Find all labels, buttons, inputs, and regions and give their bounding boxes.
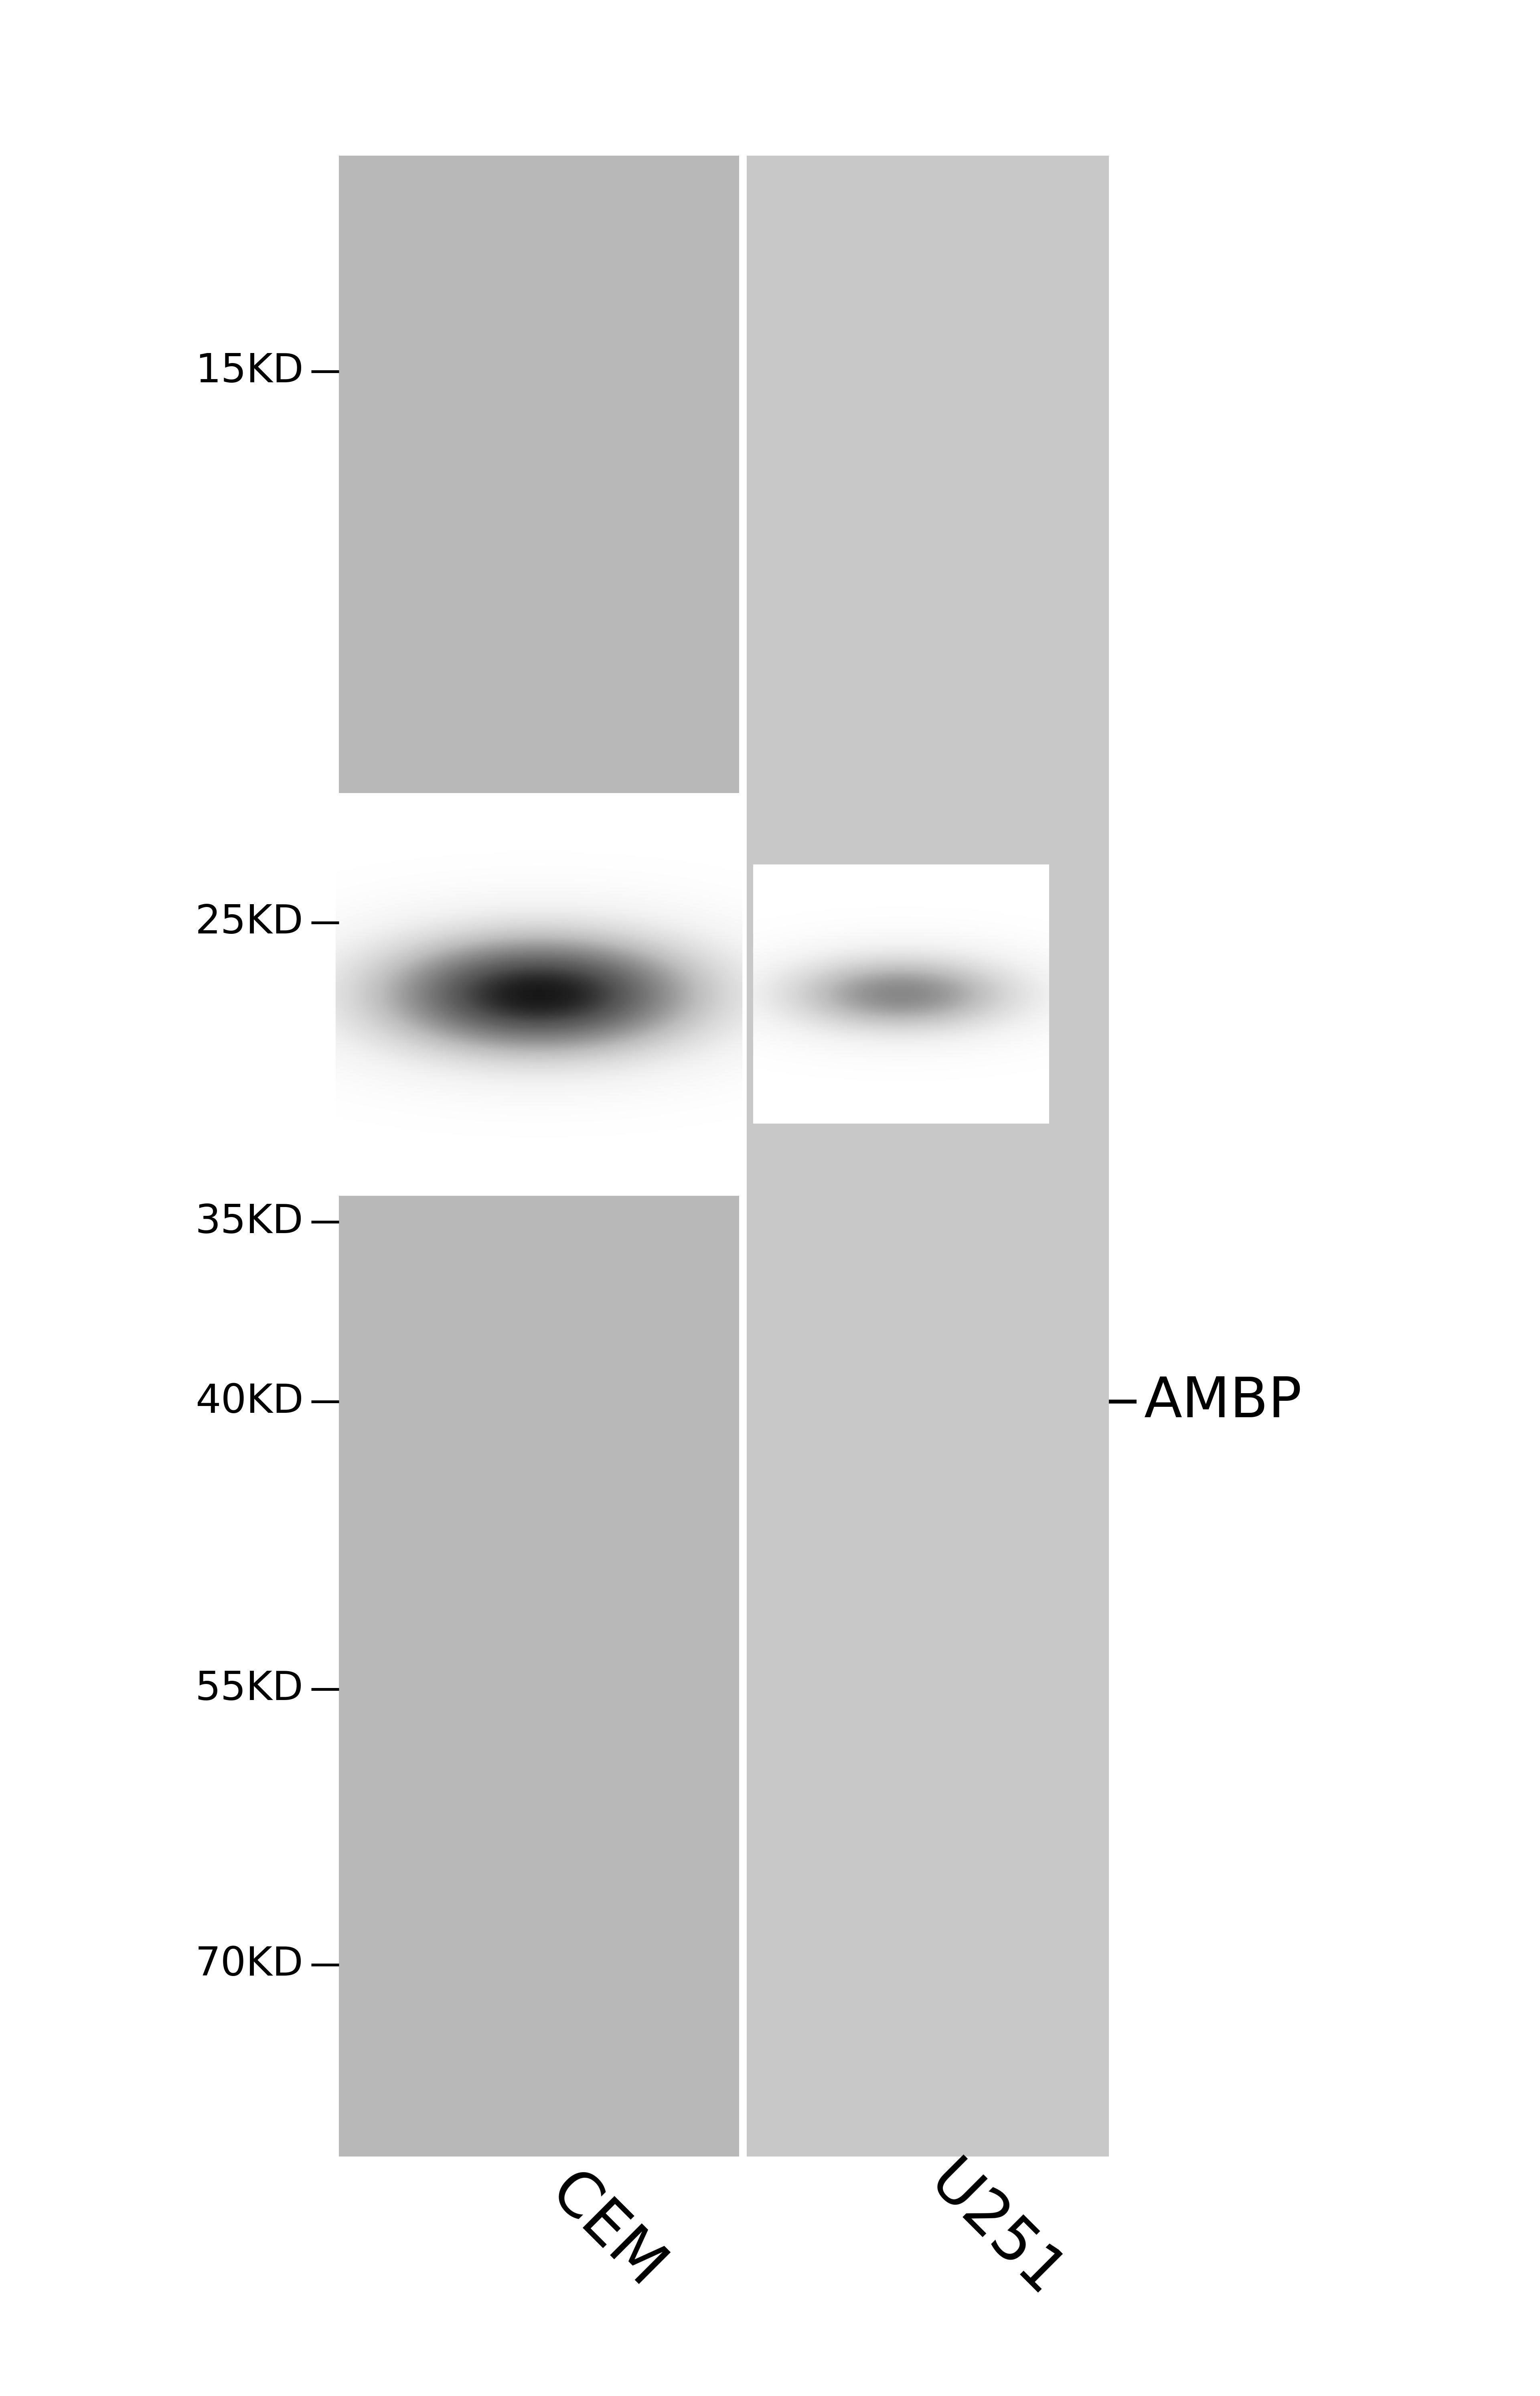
FancyBboxPatch shape — [747, 156, 1109, 2156]
Text: 15KD: 15KD — [196, 352, 303, 391]
Text: AMBP: AMBP — [1144, 1375, 1303, 1428]
Text: CEM: CEM — [537, 2164, 675, 2300]
FancyBboxPatch shape — [339, 156, 739, 2156]
Text: 40KD: 40KD — [196, 1382, 303, 1421]
Text: 25KD: 25KD — [196, 903, 303, 942]
Text: 35KD: 35KD — [196, 1203, 303, 1241]
Text: U251: U251 — [916, 2152, 1073, 2310]
Text: 70KD: 70KD — [196, 1946, 303, 1984]
Text: 55KD: 55KD — [196, 1670, 303, 1708]
